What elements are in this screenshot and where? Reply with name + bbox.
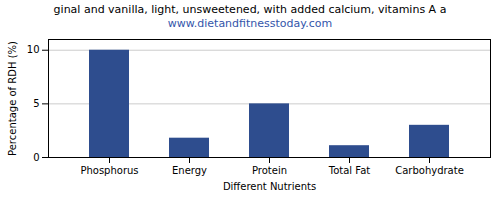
svg-text:Percentage of RDH (%): Percentage of RDH (%) — [7, 41, 18, 156]
svg-text:0: 0 — [33, 152, 39, 163]
html-text:www.dietandfitnesstoday.com: www.dietandfitnesstoday.com — [167, 17, 333, 30]
svg-text:Phosphorus: Phosphorus — [80, 165, 138, 176]
svg-text:Different Nutrients: Different Nutrients — [223, 181, 316, 192]
svg-text:Energy: Energy — [172, 165, 207, 176]
html-text:ginal and vanilla, light, unsw: ginal and vanilla, light, unsweetened, w… — [53, 3, 447, 16]
svg-text:Total Fat: Total Fat — [328, 165, 370, 176]
svg-text:10: 10 — [27, 44, 40, 55]
svg-text:5: 5 — [33, 98, 39, 109]
svg-text:Carbohydrate: Carbohydrate — [395, 165, 464, 176]
svg-text:Protein: Protein — [252, 165, 287, 176]
